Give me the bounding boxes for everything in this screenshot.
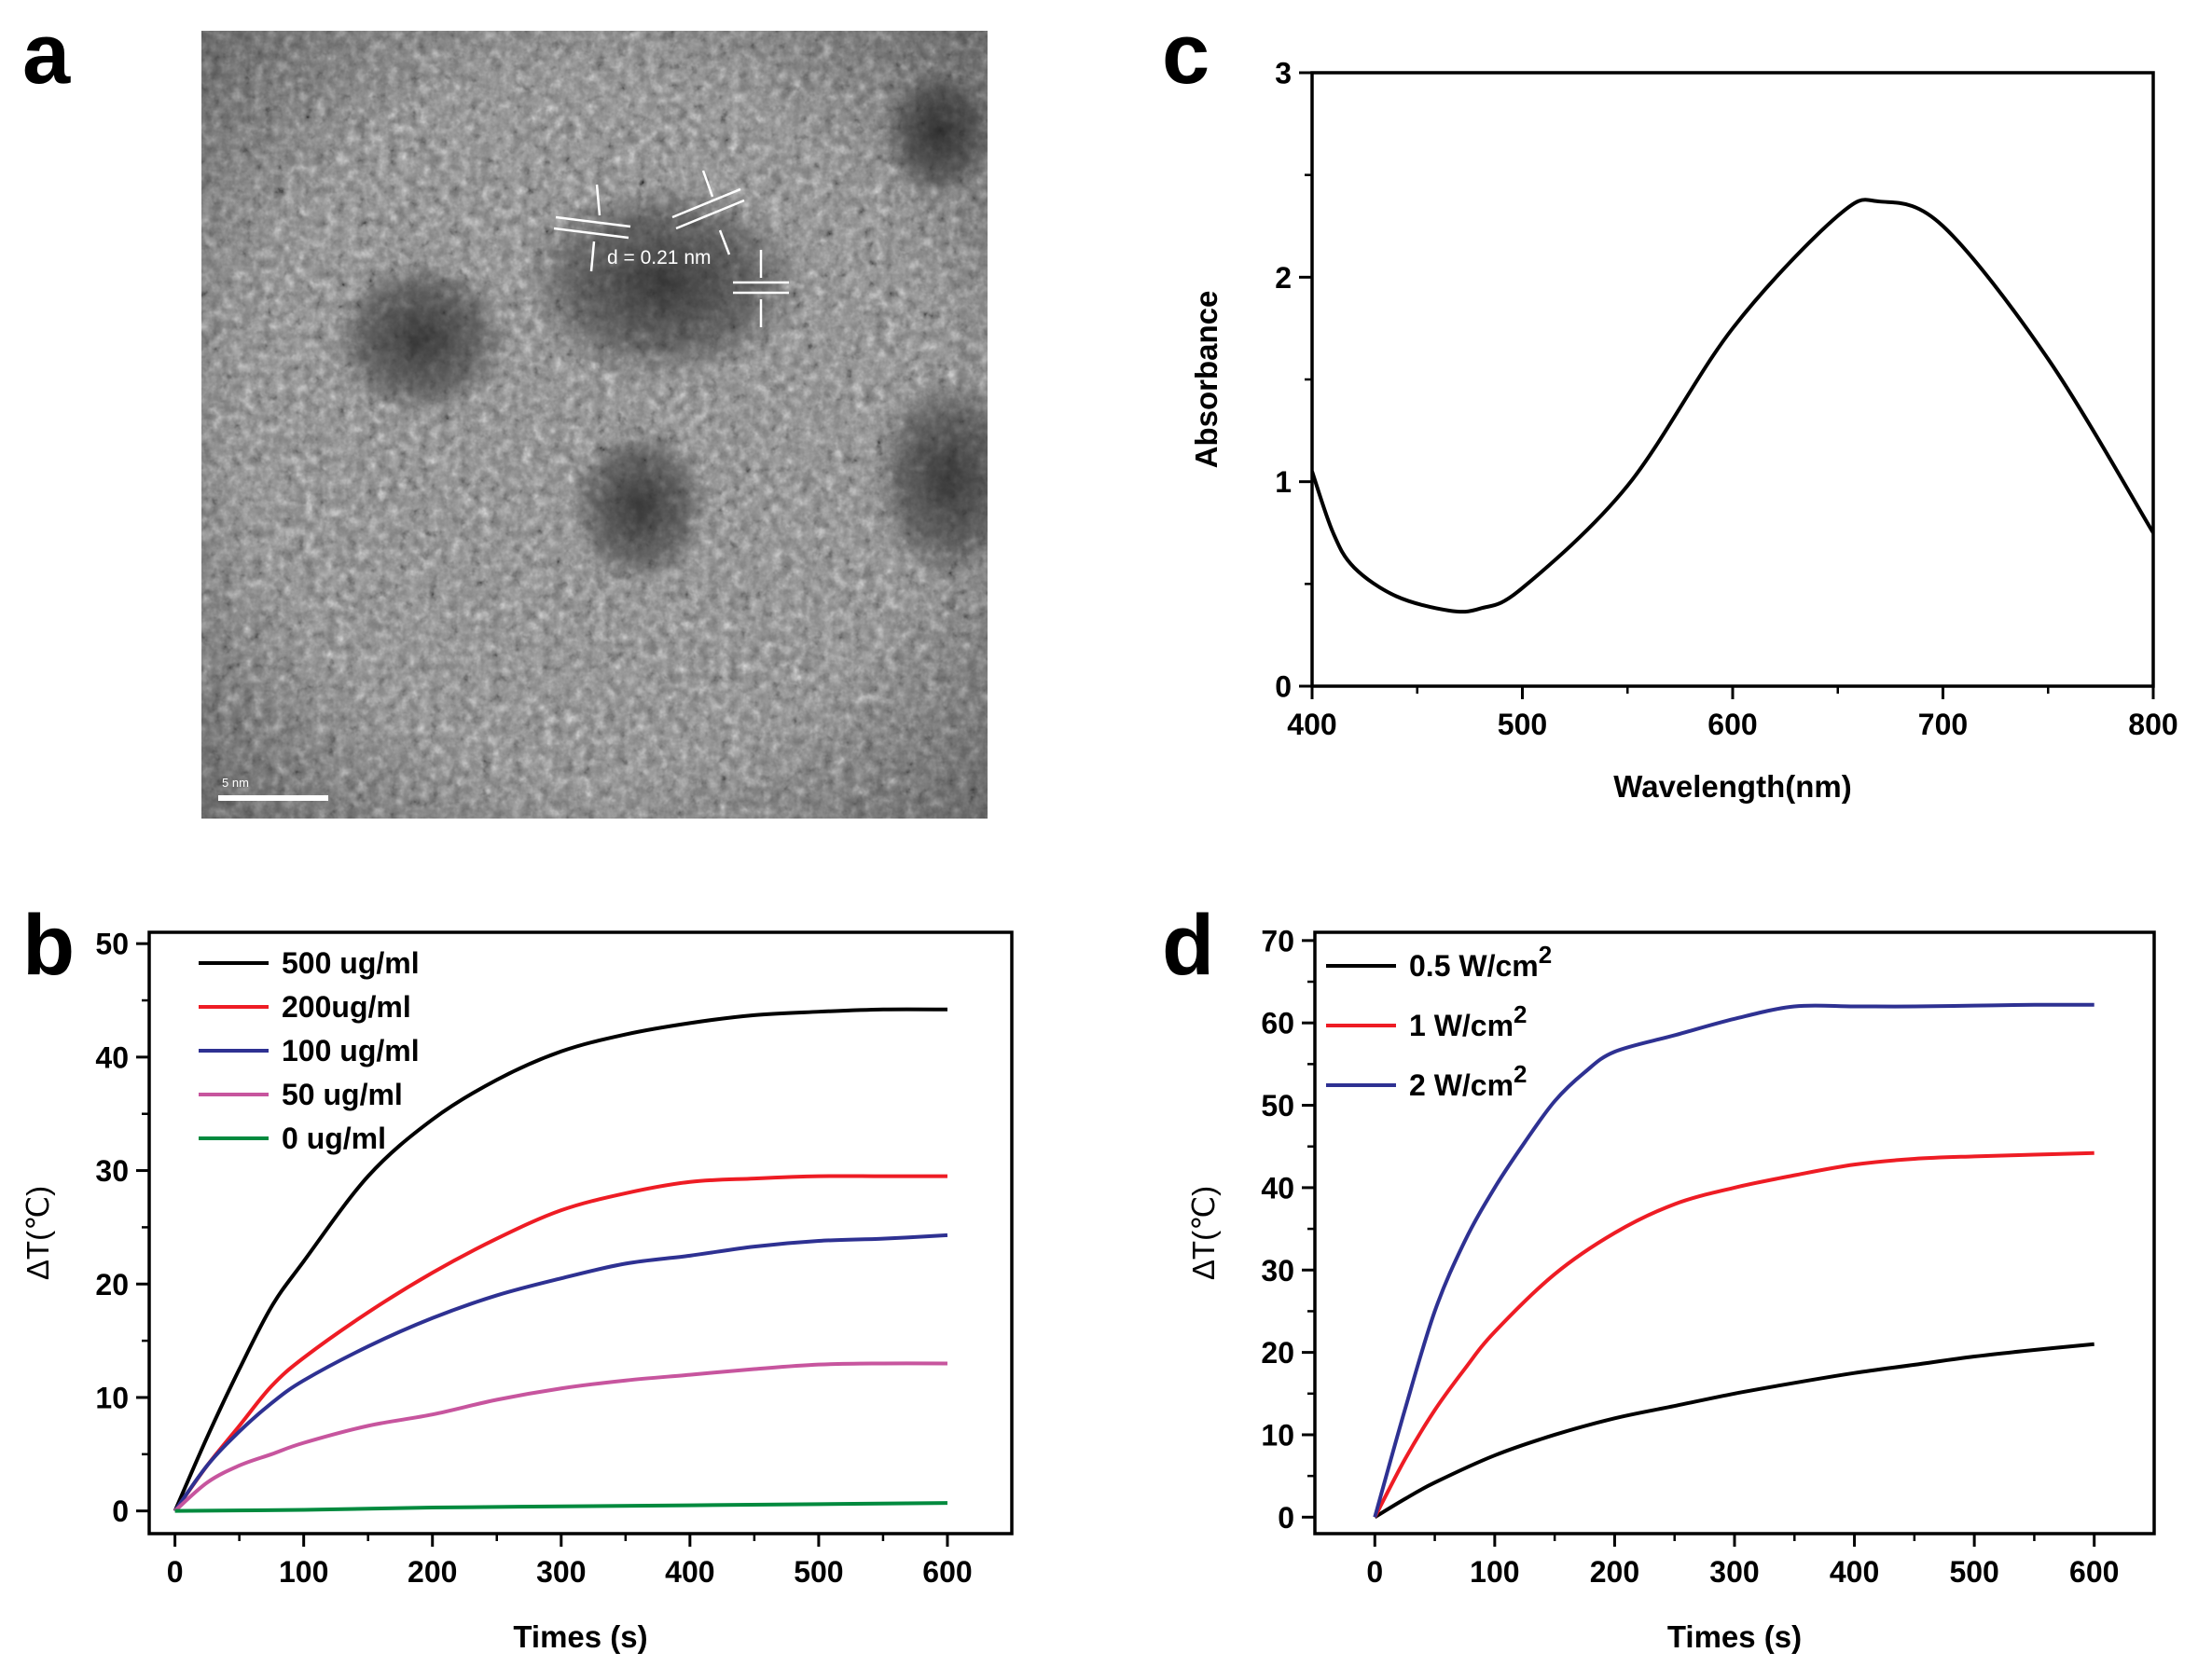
legend: 0.5 W/cm2 1 W/cm2 2 W/cm2 (1326, 941, 1552, 1102)
tem-image-svg: d = 0.21 nm 5 nm (201, 31, 988, 819)
lattice-markers (553, 170, 789, 327)
legend-superscript: 2 (1539, 941, 1552, 969)
legend-superscript: 2 (1514, 1000, 1527, 1028)
legend-entry: 50 ug/ml (282, 1078, 403, 1111)
scale-bar-label: 5 nm (222, 776, 249, 790)
y-axis-label: ΔT(℃) (21, 1186, 55, 1280)
y-tick-label: 30 (1261, 1254, 1294, 1288)
plot-frame (1310, 71, 2155, 688)
y-tick-label: 70 (1261, 924, 1294, 957)
series-line-1 (1312, 198, 2153, 614)
y-tick-label: 50 (1261, 1089, 1294, 1122)
chart-c: 400 500 600 700 800 0 1 2 3 Wavelength(nm) Absorba… (1189, 57, 2178, 804)
series-line-1 (173, 1007, 947, 1512)
x-tick-label: 400 (1287, 708, 1336, 741)
y-tick-label: 2 (1275, 261, 1292, 295)
legend-entry: 100 ug/ml (282, 1034, 420, 1067)
y-tick-label: 0 (1278, 1501, 1294, 1535)
legend: 500 ug/ml 200ug/ml 100 ug/ml 50 ug/ml 0 ug/m… (199, 946, 420, 1155)
legend-entry: 1 W/cm2 (1409, 1000, 1528, 1042)
y-tick-label: 0 (1275, 670, 1292, 704)
y-tick-label: 1 (1275, 465, 1292, 499)
x-tick-label: 700 (1918, 708, 1968, 741)
y-tick-label: 50 (95, 928, 129, 961)
y-tick-label: 20 (1261, 1336, 1294, 1370)
panel-letter-a: a (22, 7, 71, 102)
legend-entry: 0 ug/ml (282, 1122, 386, 1155)
y-tick-label: 30 (95, 1154, 129, 1188)
x-axis-label: Wavelength(nm) (1613, 769, 1851, 804)
series-line-4 (173, 1361, 947, 1513)
x-axis-label: Times (s) (1667, 1619, 1802, 1654)
x-axis-label: Times (s) (513, 1619, 647, 1654)
y-tick-label: 40 (1261, 1171, 1294, 1205)
y-tick-label: 60 (1261, 1007, 1294, 1040)
x-tick-label: 100 (279, 1555, 328, 1589)
y-tick-label: 10 (1261, 1418, 1294, 1452)
d-spacing-label: d = 0.21 nm (607, 247, 712, 269)
legend-entry: 200ug/ml (282, 990, 411, 1024)
chart-b: 0 100 200 300 400 500 600 0 10 20 30 40 50 Times (s) Δ… (21, 928, 1014, 1654)
y-tick-label: 10 (95, 1381, 129, 1414)
series-line-2 (173, 1174, 947, 1512)
plot-frame (147, 930, 1014, 1535)
x-tick-label: 400 (1830, 1555, 1879, 1589)
legend-superscript: 2 (1514, 1060, 1527, 1088)
x-tick-label: 200 (408, 1555, 457, 1589)
x-tick-label: 500 (794, 1555, 843, 1589)
series-line-3 (1373, 1002, 2094, 1518)
y-tick-label: 0 (112, 1494, 129, 1528)
y-axis-label: Absorbance (1189, 291, 1223, 469)
panel-letter-c: c (1162, 7, 1210, 102)
x-tick-label: 500 (1949, 1555, 1998, 1589)
x-tick-label: 500 (1498, 708, 1547, 741)
x-tick-label: 400 (665, 1555, 714, 1589)
series-line-2 (1373, 1150, 2094, 1519)
x-tick-label: 0 (167, 1555, 184, 1589)
x-tick-label: 600 (1707, 708, 1757, 741)
panel-letter-b: b (22, 898, 76, 993)
legend-entry: 0.5 W/cm2 (1409, 941, 1552, 983)
y-axis-label: ΔT(℃) (1186, 1186, 1221, 1280)
series-line-1 (1374, 1342, 2094, 1520)
x-tick-label: 600 (2069, 1555, 2119, 1589)
x-tick-label: 100 (1470, 1555, 1519, 1589)
chart-d: 0 100 200 300 400 500 600 0 10 20 30 40 50 60 70 Times … (1186, 924, 2156, 1654)
x-tick-label: 300 (536, 1555, 586, 1589)
y-tick-label: 20 (95, 1268, 129, 1301)
x-tick-label: 600 (922, 1555, 972, 1589)
series-line-5 (174, 1501, 947, 1513)
series-line-3 (173, 1232, 948, 1512)
x-tick-label: 800 (2128, 708, 2177, 741)
x-tick-label: 300 (1709, 1555, 1759, 1589)
x-tick-label: 200 (1590, 1555, 1639, 1589)
panel-letter-d: d (1162, 898, 1215, 993)
y-tick-label: 3 (1275, 57, 1292, 90)
tem-micrograph: d = 0.21 nm 5 nm (201, 31, 988, 819)
x-tick-label: 0 (1366, 1555, 1383, 1589)
legend-entry: 2 W/cm2 (1409, 1060, 1528, 1102)
legend-entry: 500 ug/ml (282, 946, 420, 980)
y-tick-label: 40 (95, 1040, 129, 1074)
